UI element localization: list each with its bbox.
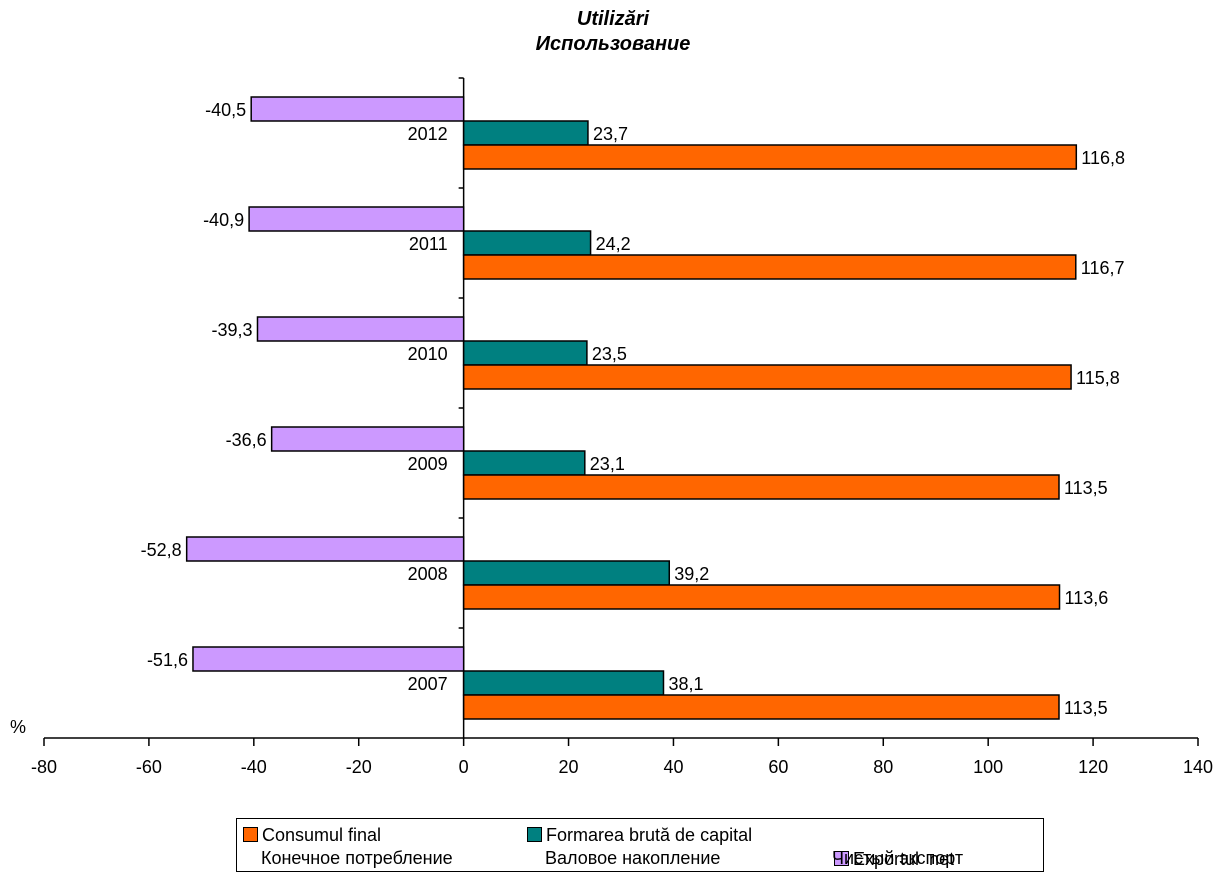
legend-item-consum: Consumul final xyxy=(243,823,381,847)
bar-export-2011 xyxy=(248,206,465,232)
bar-consum-2010 xyxy=(462,364,1072,390)
x-tick-label: -60 xyxy=(136,757,162,777)
bar-chart: -80 -60 -40 -20 0 20 40 60 80 100 120 140% -51,6 38,1… xyxy=(10,77,1213,777)
legend-swatch-export xyxy=(834,851,850,866)
data-label: -52,8 xyxy=(141,540,182,560)
data-label: 38,1 xyxy=(668,674,703,694)
x-tick-label: 100 xyxy=(973,757,1003,777)
category-label-2012: 2012 xyxy=(408,124,448,144)
data-label: -40,5 xyxy=(205,100,246,120)
legend-swatch-consum xyxy=(243,827,258,842)
legend-label-formare: Formarea brută de capital xyxy=(546,825,753,845)
legend-sublabel-export: Чистый экспорт xyxy=(832,848,964,868)
x-tick-label: 40 xyxy=(663,757,683,777)
x-axis-unit-label: % xyxy=(10,717,26,737)
x-tick-label: -80 xyxy=(31,757,57,777)
bar-consum-2007 xyxy=(462,694,1060,720)
data-label: 23,7 xyxy=(593,124,628,144)
x-tick-label: 140 xyxy=(1183,757,1213,777)
data-label: -39,3 xyxy=(211,320,252,340)
bar-formare-2010 xyxy=(462,340,588,366)
x-tick-label: 80 xyxy=(873,757,893,777)
category-label-2010: 2010 xyxy=(408,344,448,364)
bar-consum-2011 xyxy=(462,254,1077,280)
bar-export-2008 xyxy=(185,536,465,562)
category-label-2007: 2007 xyxy=(408,674,448,694)
data-label: -36,6 xyxy=(226,430,267,450)
bar-consum-2008 xyxy=(462,584,1061,610)
chart-subtitle: Использование xyxy=(535,33,691,55)
x-tick-label: 20 xyxy=(559,757,579,777)
data-label: 113,6 xyxy=(1065,588,1109,608)
data-label: 23,1 xyxy=(590,454,625,474)
data-label: -40,9 xyxy=(203,210,244,230)
data-label: 116,7 xyxy=(1081,258,1125,278)
legend-sublabel-formare: Валовое накопление xyxy=(545,848,721,868)
x-tick-label: -20 xyxy=(346,757,372,777)
category-label-2008: 2008 xyxy=(408,564,448,584)
data-label: 24,2 xyxy=(596,234,631,254)
bar-formare-2007 xyxy=(462,670,665,696)
bar-consum-2009 xyxy=(462,474,1060,500)
bar-export-2007 xyxy=(192,646,465,672)
x-tick-label: 60 xyxy=(768,757,788,777)
bar-formare-2009 xyxy=(462,450,586,476)
data-label: 116,8 xyxy=(1081,148,1125,168)
legend-swatch-formare xyxy=(527,827,542,842)
category-label-2009: 2009 xyxy=(408,454,448,474)
bar-formare-2012 xyxy=(462,120,589,146)
legend-item-formare: Formarea brută de capital xyxy=(527,823,752,847)
x-tick-label: 120 xyxy=(1078,757,1108,777)
chart-title: Utilizări xyxy=(576,8,650,30)
bar-consum-2012 xyxy=(462,144,1078,170)
legend: Consumul final Конечное потребление Form… xyxy=(236,818,1044,872)
bar-export-2009 xyxy=(270,426,465,452)
data-label: 115,8 xyxy=(1076,368,1120,388)
legend-label-consum: Consumul final xyxy=(262,825,382,845)
legend-label-export: Exportul net xyxy=(853,849,955,869)
data-label: 23,5 xyxy=(592,344,627,364)
data-label: 113,5 xyxy=(1064,698,1108,718)
data-label: 39,2 xyxy=(674,564,709,584)
bar-export-2012 xyxy=(250,96,465,122)
legend-sublabel-consum: Конечное потребление xyxy=(261,848,453,868)
x-tick-label: -40 xyxy=(241,757,267,777)
data-label: 113,5 xyxy=(1064,478,1108,498)
category-label-2011: 2011 xyxy=(409,234,448,254)
data-label: -51,6 xyxy=(147,650,188,670)
x-tick-label: 0 xyxy=(459,757,469,777)
bar-formare-2011 xyxy=(462,230,592,256)
bar-formare-2008 xyxy=(462,560,671,586)
bar-export-2010 xyxy=(256,316,465,342)
legend-item-export: Exportul net xyxy=(814,823,954,895)
